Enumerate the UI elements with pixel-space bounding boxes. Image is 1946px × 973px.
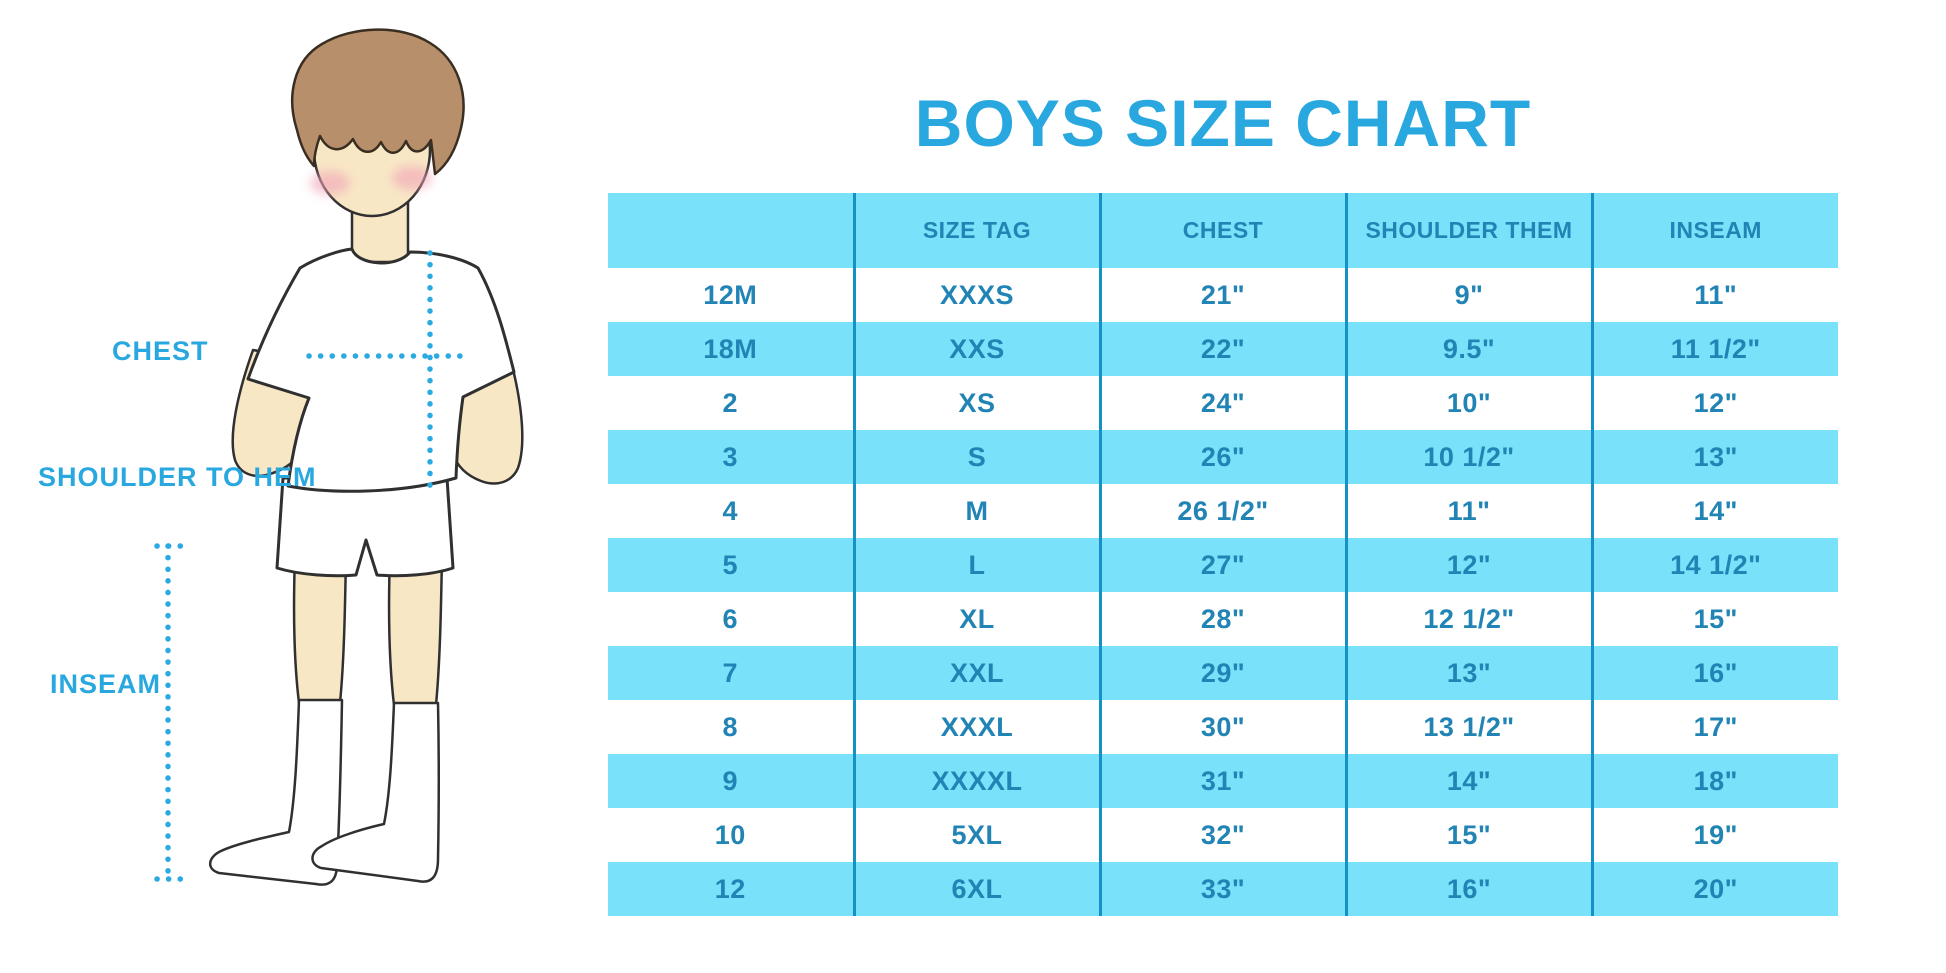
table-cell: 15" [1344, 808, 1592, 862]
table-cell: S [852, 430, 1100, 484]
table-cell: 33" [1098, 862, 1346, 916]
table-cell: 16" [1344, 862, 1592, 916]
table-cell: 5 [722, 549, 739, 580]
table-cell: 14" [1590, 484, 1838, 538]
table-cell: 12" [1590, 376, 1838, 430]
table-row: 7 XXL 29" 13" 16" [608, 646, 1838, 700]
table-cell: 19" [1590, 808, 1838, 862]
table-cell: 15" [1590, 592, 1838, 646]
table-cell: 11" [1590, 268, 1838, 322]
table-cell: XXXS [852, 268, 1100, 322]
table-cell: XL [852, 592, 1100, 646]
table-cell: 9 [722, 765, 739, 796]
left-sock [209, 698, 344, 886]
table-cell: 18" [1590, 754, 1838, 808]
table-row: 12M XXXS 21" 9" 11" [608, 268, 1838, 322]
table-cell: 10 1/2" [1344, 430, 1592, 484]
boy-illustration [154, 28, 524, 886]
measurement-guides [154, 250, 467, 882]
table-cell: 6 [722, 603, 739, 634]
hair [291, 28, 465, 176]
table-cell: 12M [703, 279, 758, 310]
table-cell: 28" [1098, 592, 1346, 646]
table-cell: 21" [1098, 268, 1346, 322]
right-leg [387, 553, 444, 707]
size-table-body: 12M XXXS 21" 9" 11" 18M XXS 22" 9.5" 11 … [608, 268, 1838, 916]
right-cheek-blush [392, 166, 432, 190]
table-cell: 22" [1098, 322, 1346, 376]
shoulder-to-hem-label: SHOULDER TO HEM [38, 462, 317, 492]
column-header-size [608, 193, 854, 268]
header-row: SIZE TAG CHEST SHOULDER THEM INSEAM [608, 193, 1838, 268]
table-row: 12 6XL 33" 16" 20" [608, 862, 1838, 916]
table-cell: 24" [1098, 376, 1346, 430]
t-shirt [246, 247, 516, 493]
shorts [275, 476, 455, 578]
table-cell: 13 1/2" [1344, 700, 1592, 754]
table-cell: 32" [1098, 808, 1346, 862]
table-cell: XS [852, 376, 1100, 430]
table-row: 9 XXXXL 31" 14" 18" [608, 754, 1838, 808]
size-table-header: SIZE TAG CHEST SHOULDER THEM INSEAM [608, 193, 1838, 268]
chest-label: CHEST [112, 336, 209, 366]
table-row: 5 L 27" 12" 14 1/2" [608, 538, 1838, 592]
table-cell: 20" [1590, 862, 1838, 916]
column-header-shoulder-them: SHOULDER THEM [1344, 193, 1592, 268]
table-cell: 18M [703, 333, 758, 364]
table-cell: 2 [722, 387, 739, 418]
table-row: 6 XL 28" 12 1/2" 15" [608, 592, 1838, 646]
table-cell: 9.5" [1344, 322, 1592, 376]
table-cell: 26" [1098, 430, 1346, 484]
right-sock [311, 701, 440, 883]
table-cell: 8 [722, 711, 739, 742]
column-header-inseam: INSEAM [1590, 193, 1838, 268]
page-title: BOYS SIZE CHART [914, 86, 1532, 161]
table-cell: XXXL [852, 700, 1100, 754]
table-cell: 16" [1590, 646, 1838, 700]
table-cell: 10 [714, 819, 746, 850]
table-row: 3 S 26" 10 1/2" 13" [608, 430, 1838, 484]
table-cell: 14" [1344, 754, 1592, 808]
table-cell: 29" [1098, 646, 1346, 700]
table-cell: 10" [1344, 376, 1592, 430]
table-row: 2 XS 24" 10" 12" [608, 376, 1838, 430]
table-cell: XXL [852, 646, 1100, 700]
table-cell: 26 1/2" [1098, 484, 1346, 538]
table-cell: 30" [1098, 700, 1346, 754]
table-cell: 12 1/2" [1344, 592, 1592, 646]
left-cheek-blush [310, 171, 350, 195]
table-cell: XXS [852, 322, 1100, 376]
table-cell: 14 1/2" [1590, 538, 1838, 592]
table-cell: 7 [722, 657, 739, 688]
table-cell: 31" [1098, 754, 1346, 808]
column-header-size-tag: SIZE TAG [852, 193, 1100, 268]
table-cell: M [852, 484, 1100, 538]
table-cell: XXXXL [852, 754, 1100, 808]
table-row: 4 M 26 1/2" 11" 14" [608, 484, 1838, 538]
table-cell: L [852, 538, 1100, 592]
table-cell: 4 [722, 495, 739, 526]
table-row: 8 XXXL 30" 13 1/2" 17" [608, 700, 1838, 754]
size-table: SIZE TAG CHEST SHOULDER THEM INSEAM 12M … [608, 193, 1838, 916]
table-cell: 6XL [852, 862, 1100, 916]
column-header-chest: CHEST [1098, 193, 1346, 268]
table-row: 18M XXS 22" 9.5" 11 1/2" [608, 322, 1838, 376]
table-cell: 9" [1344, 268, 1592, 322]
table-cell: 13" [1344, 646, 1592, 700]
table-cell: 12" [1344, 538, 1592, 592]
table-cell: 17" [1590, 700, 1838, 754]
table-cell: 3 [722, 441, 739, 472]
table-cell: 13" [1590, 430, 1838, 484]
inseam-label: INSEAM [50, 669, 162, 699]
table-cell: 5XL [852, 808, 1100, 862]
table-cell: 11" [1344, 484, 1592, 538]
table-cell: 12 [714, 873, 746, 904]
table-cell: 27" [1098, 538, 1346, 592]
table-row: 10 5XL 32" 15" 19" [608, 808, 1838, 862]
table-cell: 11 1/2" [1590, 322, 1838, 376]
